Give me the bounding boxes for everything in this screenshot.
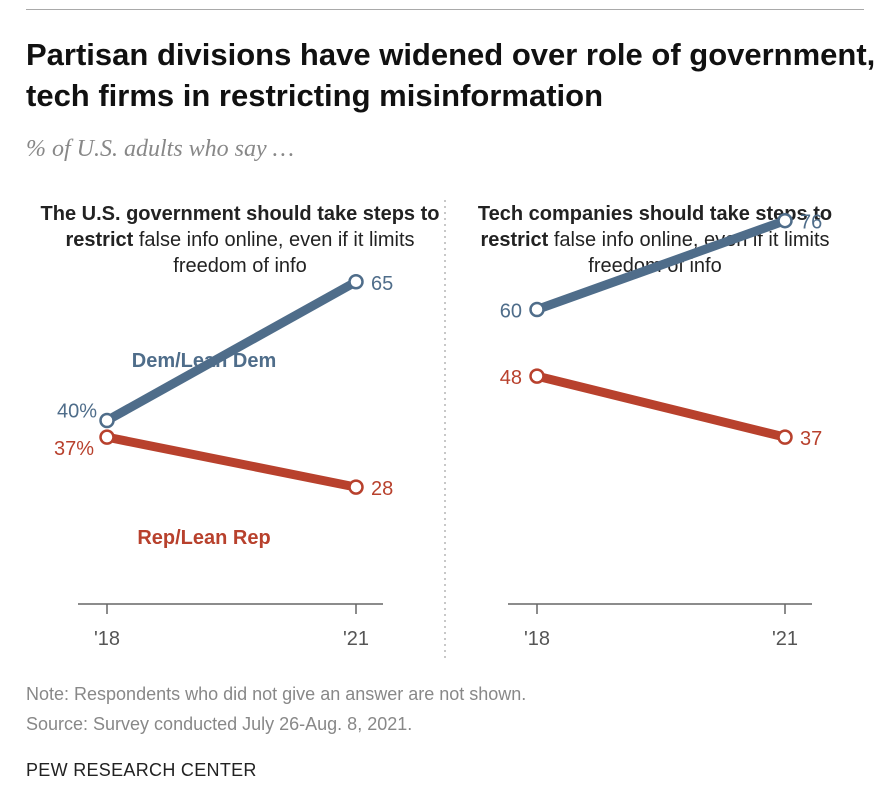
panel-1-dem-point-1 [99,412,115,429]
panel-2-rep-data-label-1: 48 [500,367,522,389]
chart-title: Partisan divisions have widened over rol… [26,37,876,113]
panel-1-title: The U.S. government should take steps to… [40,201,440,279]
panel-1-dem-point-2 [348,274,364,290]
panel-2-rep-point-1 [529,368,545,384]
panel-1-rep-point-1 [99,429,115,445]
note-text: Note: Respondents who did not give an an… [26,684,527,704]
panel-2-x-tick-label-2: '21 [772,628,798,650]
panel-2-dem-data-label-1: 60 [500,301,522,323]
brand-text: PEW RESEARCH CENTER [26,760,257,780]
panel-2-rep-line [535,371,787,442]
panel-1-rep-data-label-1: 37% [54,438,94,460]
chart-subtitle: % of U.S. adults who say … [26,136,295,162]
panel-1-dem-line [104,277,359,425]
panel-1-x-tick-label-1: '18 [94,628,120,650]
chart-panels: '18 '21 40% 65 37% 28 Dem/Lean Dem Rep/Lean Rep… [54,212,822,650]
panel-2-title: Tech companies should take steps to rest… [465,201,845,279]
panel-2-dem-point-1 [529,301,545,318]
panel-1-rep-point-2 [348,479,364,495]
panel-1-x-tick-label-2: '21 [343,628,369,650]
panel-1-rep-line [106,432,357,492]
panel-1-rep-data-label-2: 28 [371,478,393,500]
panel-2-dem-data-label-2: 76 [800,212,822,234]
panel-1-dem-data-label-1: 40% [57,401,97,423]
panel-2-title-bold: Tech companies should take steps to rest… [477,203,833,251]
legend-rep: Rep/Lean Rep [137,527,270,549]
legend-dem: Dem/Lean Dem [132,350,277,372]
panel-2-dem-point-2 [777,212,793,229]
panel-1-title-bold: The U.S. government should take steps to… [40,203,440,251]
panel-1-dem-data-label-2: 65 [371,273,393,295]
source-text: Source: Survey conducted July 26-Aug. 8,… [26,714,413,734]
panel-2-x-tick-label-1: '18 [524,628,550,650]
panel-2-rep-data-label-2: 37 [800,428,822,450]
panel-2-rep-point-2 [777,429,793,445]
panel-1-title-rest: false info online, even if it limits fre… [138,229,415,277]
panel-2-dem-line [535,216,787,314]
top-rule [26,9,864,10]
